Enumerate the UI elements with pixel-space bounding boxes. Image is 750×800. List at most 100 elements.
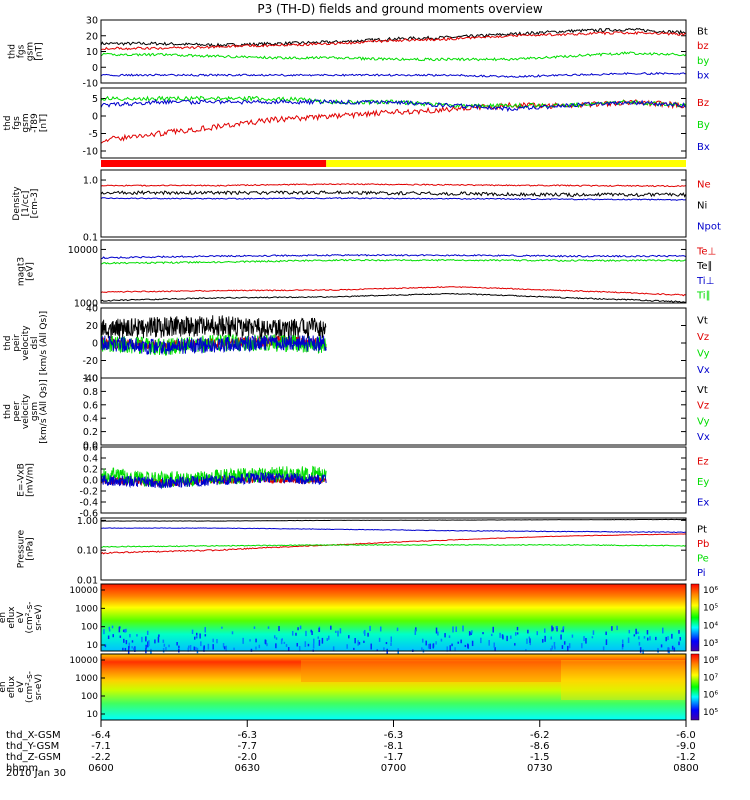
- spectrogram-speckle: [312, 643, 315, 649]
- spectrogram-speckle: [462, 625, 464, 632]
- y-axis-label-line: sr-eV): [34, 674, 44, 700]
- spectrogram-speckle: [233, 647, 235, 651]
- legend-entry: Ez: [697, 456, 709, 467]
- spectrogram-speckle: [471, 640, 474, 647]
- y-axis-label-line: [km/s (All Qs)]: [39, 311, 49, 375]
- spectrogram-speckle: [432, 643, 434, 649]
- spectrogram-speckle: [448, 635, 451, 638]
- x-tick-label: -6.2: [530, 730, 550, 741]
- x-tick-label: -1.7: [384, 752, 404, 763]
- spectrogram-speckle: [454, 647, 456, 652]
- y-axis-label-line: eflux: [7, 606, 17, 629]
- colorbar-tick-label: 10⁸: [703, 656, 718, 666]
- y-tick-label: 0.01: [77, 576, 98, 587]
- series-line: [100, 51, 687, 62]
- spectrogram-speckle: [203, 646, 205, 652]
- spectrogram-speckle: [124, 647, 127, 652]
- spectrogram-speckle: [627, 637, 630, 644]
- legend-entry: Ti∥: [696, 291, 711, 302]
- spectrogram-speckle: [275, 637, 278, 640]
- y-tick-label: 1.00: [77, 516, 98, 527]
- series-line: [100, 527, 687, 534]
- spectrogram-speckle: [136, 634, 138, 637]
- panel-frame: [100, 19, 687, 84]
- y-tick-label: -0.2: [79, 487, 98, 498]
- x-row-label: thd_X-GSM: [6, 730, 61, 741]
- spectrogram-speckle: [499, 632, 501, 638]
- y-tick-label: 10000: [68, 245, 98, 256]
- y-axis-label-line: velocity: [21, 393, 31, 429]
- spectrogram-speckle: [621, 639, 624, 644]
- y-tick-label: 0.0: [83, 476, 98, 487]
- spectrogram-speckle: [318, 627, 320, 633]
- y-tick-label: 0.6: [83, 400, 98, 411]
- spectrogram-speckle: [195, 646, 197, 652]
- spectrogram-speckle: [199, 633, 201, 639]
- series-line: [100, 253, 687, 260]
- y-tick-label: 100: [81, 692, 98, 702]
- spectrogram-speckle: [616, 625, 618, 631]
- legend-entry: Vy: [697, 348, 710, 359]
- spectrogram-speckle: [464, 644, 467, 648]
- spectrogram-speckle: [437, 631, 439, 636]
- spectrogram-speckle: [107, 635, 110, 640]
- spectrogram-speckle: [307, 643, 310, 647]
- spectrogram-speckle: [250, 648, 253, 652]
- y-axis-label-line: magt3: [17, 257, 27, 286]
- spectrogram-speckle: [266, 643, 268, 647]
- spectrogram-speckle: [163, 643, 166, 647]
- spectrogram-speckle: [449, 645, 451, 651]
- y-axis-label-line: (cm²-s-: [25, 671, 35, 703]
- spectrogram-speckle: [321, 637, 324, 644]
- spectrogram-speckle: [178, 645, 180, 649]
- spectrogram-speckle: [178, 648, 180, 653]
- spectrogram-speckle: [568, 643, 571, 649]
- spectrogram-speckle: [188, 645, 190, 649]
- spectrogram-speckle: [122, 647, 124, 651]
- series-line: [100, 27, 687, 48]
- legend-entry: Pi: [697, 568, 706, 579]
- y-axis-label-line: en: [0, 681, 8, 692]
- spectrogram-speckle: [207, 643, 210, 650]
- spectrogram-speckle: [358, 641, 361, 645]
- y-axis-label-line: gsm: [21, 113, 31, 132]
- spectrogram-speckle: [129, 633, 131, 638]
- spectrogram-speckle: [337, 630, 339, 637]
- legend-entry: Pt: [697, 524, 707, 535]
- spectrogram-speckle: [643, 636, 646, 639]
- spectrogram-speckle: [506, 635, 508, 642]
- y-tick-label: -40: [82, 374, 98, 385]
- spectrogram-speckle: [222, 643, 225, 648]
- y-tick-label: -10: [82, 147, 98, 158]
- y-axis-label-line: eflux: [7, 675, 17, 698]
- spectrogram-speckle: [145, 636, 147, 642]
- y-axis-label-line: gsm: [26, 42, 36, 61]
- colorbar: [690, 653, 700, 721]
- y-axis-label-line: en: [0, 612, 8, 623]
- spectrogram-speckle: [678, 641, 680, 646]
- y-axis-label: thdpeerenefluxeV(cm²-s-sr-eV): [0, 671, 44, 703]
- y-tick-label: 0: [92, 63, 98, 74]
- spectrogram-speckle: [591, 636, 594, 639]
- spectrogram-speckle: [556, 625, 558, 629]
- colorbar: [690, 583, 700, 652]
- legend-entry: Pb: [697, 539, 709, 550]
- legend-entry: Ti⊥: [696, 276, 714, 287]
- x-tick-label: -1.2: [676, 752, 696, 763]
- y-tick-label: -5: [89, 129, 98, 140]
- legend-entry: Te∥: [696, 261, 713, 272]
- spectrogram-speckle: [111, 625, 114, 629]
- x-tick-label: -6.3: [237, 730, 257, 741]
- spectrogram-speckle: [287, 647, 290, 652]
- spectrogram-band: [301, 660, 561, 682]
- spectrogram-speckle: [639, 647, 642, 653]
- spectrogram-speckle: [295, 632, 297, 636]
- panel-1: thdfgsgsm[nT] 30 20 10 0 -10 Bt bz by bx: [8, 16, 710, 90]
- spectrogram-speckle: [258, 644, 261, 649]
- spectrogram-speckle: [204, 627, 206, 633]
- spectrogram-speckle: [516, 626, 519, 631]
- spectrogram-speckle: [668, 647, 670, 654]
- spectrogram-speckle: [560, 634, 562, 640]
- spectrogram-speckle: [529, 642, 532, 646]
- spectrogram-speckle: [311, 630, 313, 636]
